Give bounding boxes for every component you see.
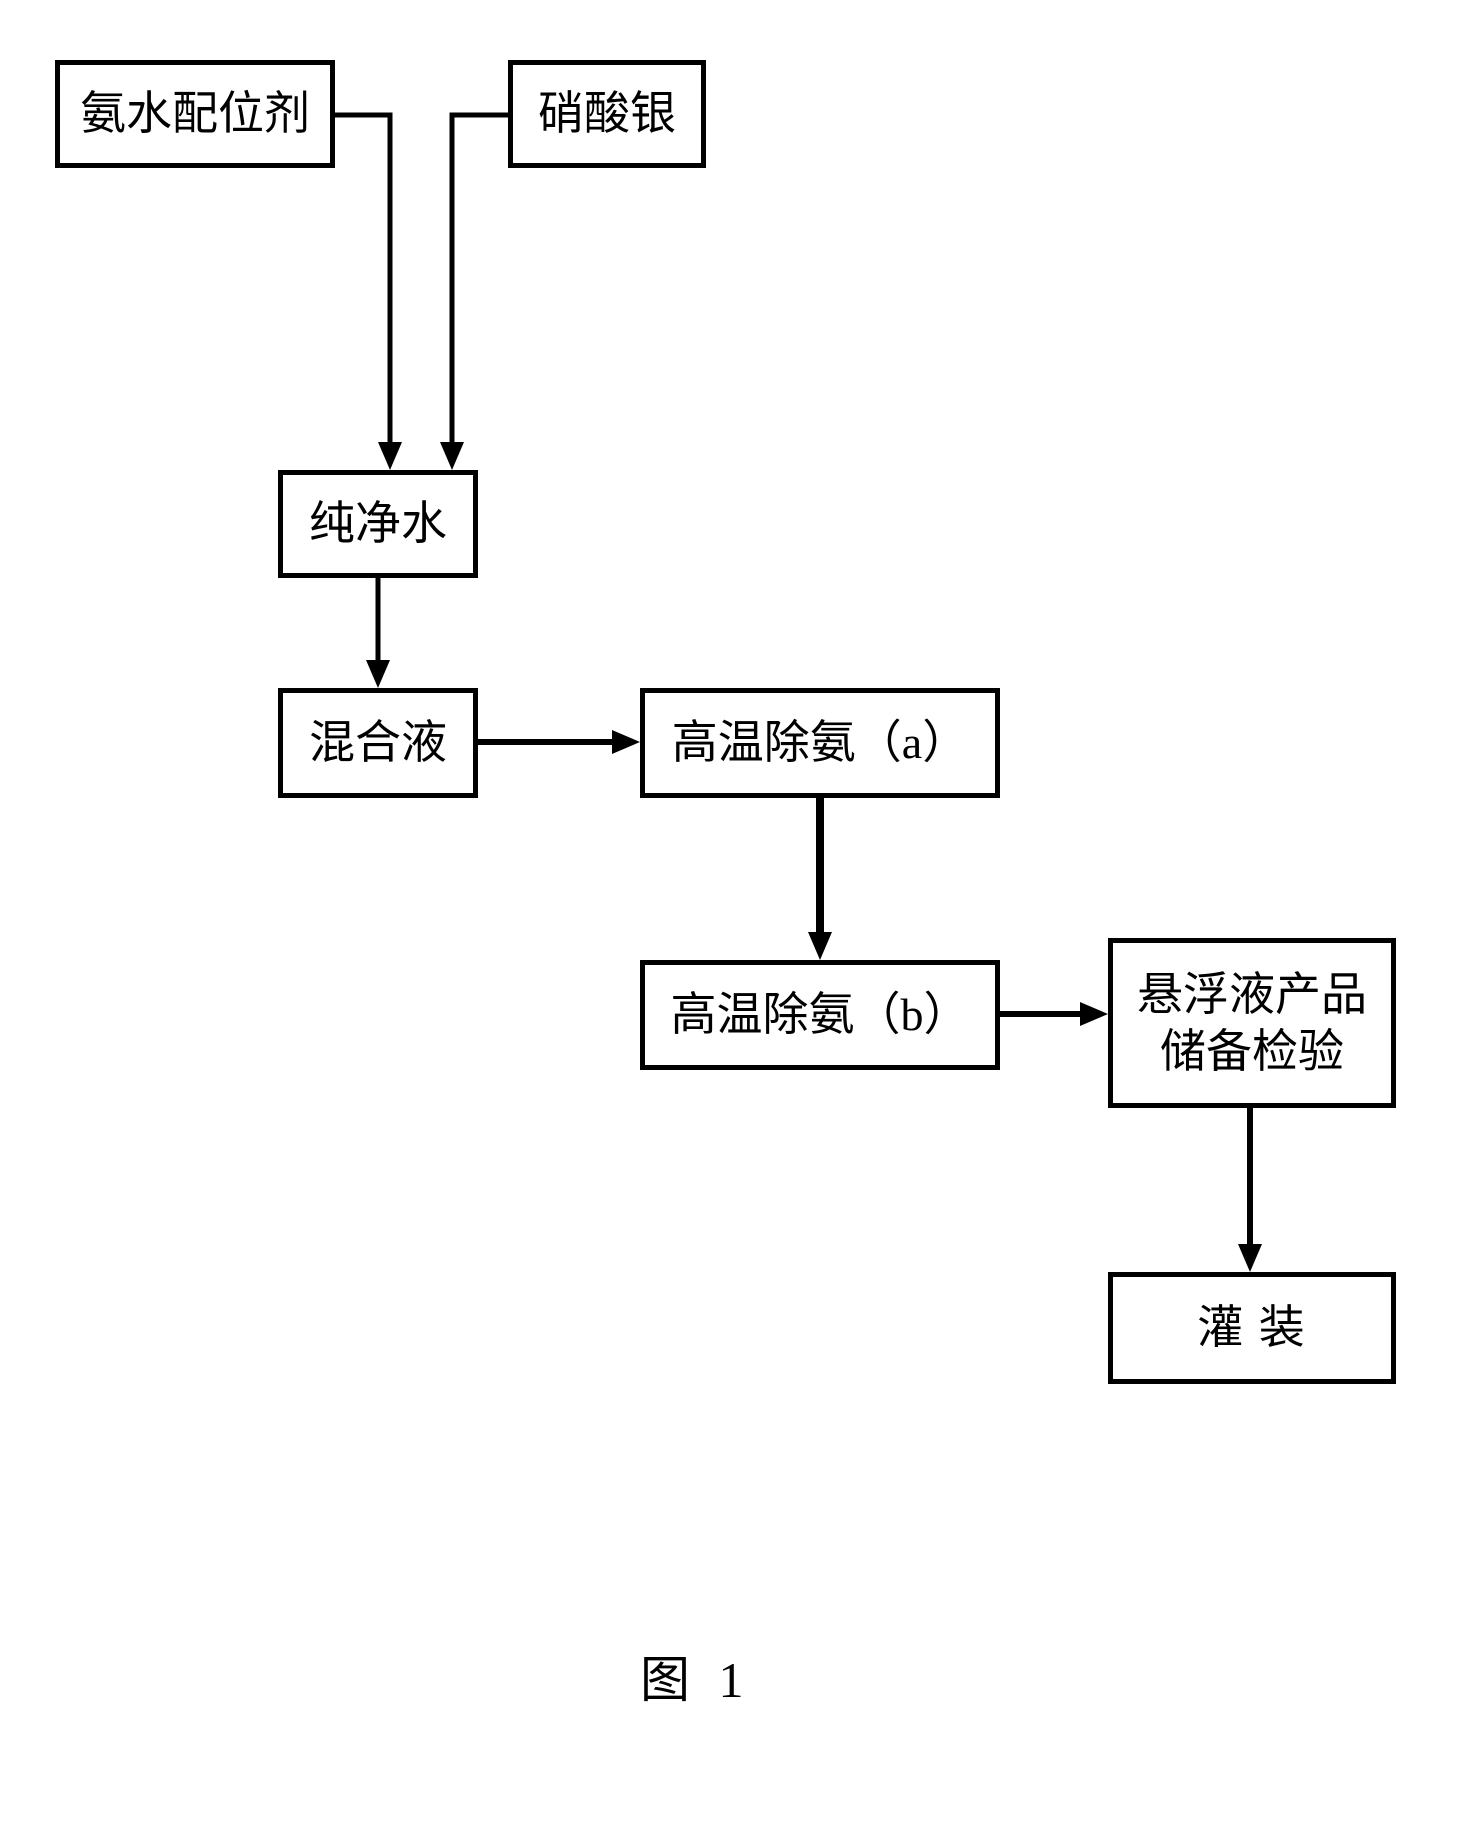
node-label: 氨水配位剂 — [80, 85, 310, 143]
figure-caption: 图 1 — [640, 1640, 752, 1712]
node-suspension-storage: 悬浮液产品储备检验 — [1108, 938, 1396, 1108]
node-deammonify-a: 高温除氨（a） — [640, 688, 1000, 798]
caption-text: 图 1 — [640, 1652, 752, 1708]
node-silver-nitrate: 硝酸银 — [508, 60, 706, 168]
node-label: 高温除氨（a） — [672, 714, 968, 772]
node-label: 灌 装 — [1197, 1299, 1307, 1357]
node-label: 混合液 — [309, 714, 447, 772]
node-label: 悬浮液产品储备检验 — [1137, 966, 1367, 1081]
node-filling: 灌 装 — [1108, 1272, 1396, 1384]
node-label: 纯净水 — [309, 495, 447, 553]
node-deammonify-b: 高温除氨（b） — [640, 960, 1000, 1070]
node-ammonia-ligand: 氨水配位剂 — [55, 60, 335, 168]
node-label: 高温除氨（b） — [671, 986, 970, 1044]
node-mixture: 混合液 — [278, 688, 478, 798]
diagram-canvas: 氨水配位剂 硝酸银 纯净水 混合液 高温除氨（a） 高温除氨（b） 悬浮液产品储… — [0, 0, 1478, 1827]
node-label: 硝酸银 — [538, 85, 676, 143]
node-pure-water: 纯净水 — [278, 470, 478, 578]
edges-layer — [0, 0, 1478, 1827]
